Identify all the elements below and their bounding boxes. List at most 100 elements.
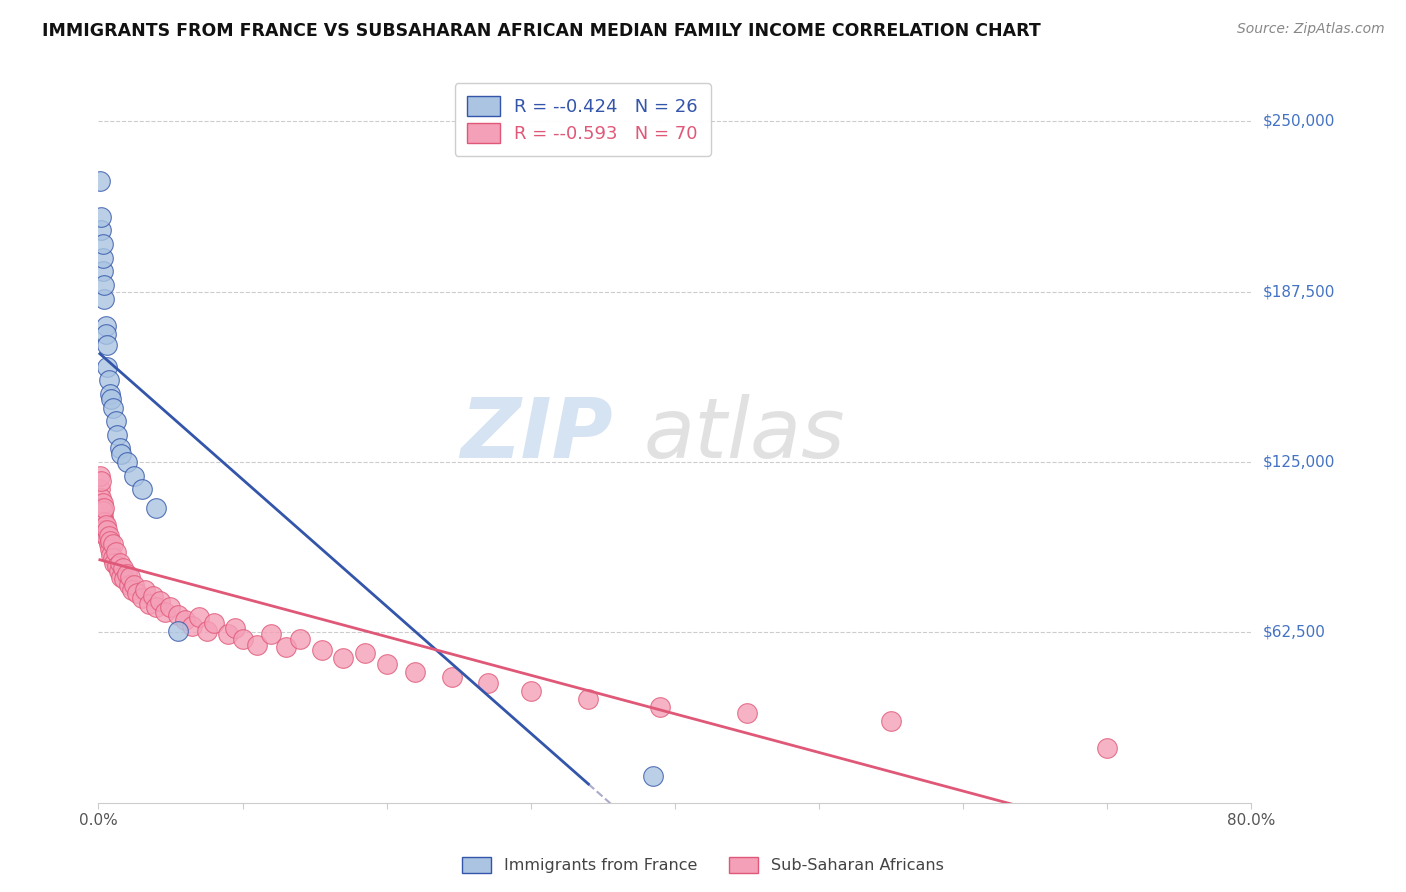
Point (188, 610, 211, 624)
Point (98, 387, 121, 401)
Point (166, 624, 188, 639)
Point (89, 174, 111, 188)
Point (91, 251, 114, 265)
Point (89, 468, 111, 483)
Point (117, 455, 139, 469)
Point (91, 504, 114, 518)
Point (202, 615, 225, 630)
Point (153, 605, 176, 619)
Point (375, 657, 398, 671)
Point (91, 264, 114, 278)
Point (96, 532, 118, 546)
Point (100, 548, 122, 562)
Point (1097, 741, 1119, 756)
Point (101, 401, 124, 415)
Point (159, 599, 181, 614)
Point (440, 670, 463, 684)
Point (138, 597, 160, 611)
Text: $62,500: $62,500 (1263, 625, 1326, 640)
Point (149, 594, 172, 608)
Point (121, 583, 143, 598)
Point (195, 624, 218, 639)
Point (520, 684, 543, 698)
Point (217, 627, 239, 641)
Point (98, 542, 121, 557)
Point (145, 501, 167, 516)
Point (880, 714, 903, 728)
Point (131, 483, 153, 497)
Text: $187,500: $187,500 (1263, 285, 1334, 299)
Point (332, 651, 354, 665)
Point (105, 427, 128, 442)
Point (290, 632, 312, 647)
Point (104, 414, 127, 428)
Point (246, 638, 269, 652)
Text: $125,000: $125,000 (1263, 455, 1334, 469)
Point (94, 318, 117, 333)
Point (97, 373, 120, 387)
Point (124, 468, 146, 483)
Point (108, 556, 131, 570)
Point (94, 326, 117, 341)
Point (101, 537, 124, 551)
Point (90, 210, 112, 224)
Point (112, 572, 135, 586)
Point (100, 392, 122, 407)
Point (103, 556, 125, 570)
Point (260, 627, 283, 641)
Point (120, 569, 142, 583)
Point (405, 665, 427, 679)
Point (93, 523, 115, 537)
Point (97, 537, 120, 551)
Point (105, 558, 128, 573)
Point (90, 501, 112, 516)
Point (224, 621, 246, 635)
Legend: R = --0.424   N = 26, R = --0.593   N = 70: R = --0.424 N = 26, R = --0.593 N = 70 (454, 83, 710, 155)
Text: ZIP: ZIP (460, 394, 613, 475)
Point (94, 529, 117, 543)
Point (735, 706, 758, 720)
Point (93, 501, 115, 516)
Point (643, 768, 665, 782)
Point (90, 223, 112, 237)
Point (311, 643, 333, 657)
Text: atlas: atlas (643, 394, 845, 475)
Point (127, 586, 149, 600)
Point (477, 676, 499, 690)
Point (96, 359, 118, 374)
Point (91, 237, 114, 252)
Point (91, 496, 114, 510)
Point (650, 700, 672, 714)
Point (93, 277, 115, 292)
Point (93, 292, 115, 306)
Point (90, 491, 112, 505)
Point (98, 534, 121, 549)
Point (91, 509, 114, 524)
Point (578, 692, 600, 706)
Point (96, 523, 118, 537)
Point (174, 613, 197, 627)
Point (142, 589, 165, 603)
Text: $250,000: $250,000 (1263, 114, 1334, 129)
Point (93, 515, 115, 529)
Point (131, 591, 153, 606)
Text: Source: ZipAtlas.com: Source: ZipAtlas.com (1237, 22, 1385, 37)
Point (231, 632, 254, 647)
Point (354, 646, 377, 660)
Point (110, 447, 132, 461)
Point (96, 338, 118, 352)
Point (101, 550, 124, 565)
Point (97, 529, 120, 543)
Point (89, 483, 111, 497)
Point (90, 474, 112, 488)
Point (124, 578, 146, 592)
Point (166, 607, 188, 622)
Point (108, 442, 131, 456)
Legend: Immigrants from France, Sub-Saharan Africans: Immigrants from France, Sub-Saharan Afri… (456, 850, 950, 880)
Point (107, 564, 129, 578)
Text: IMMIGRANTS FROM FRANCE VS SUBSAHARAN AFRICAN MEDIAN FAMILY INCOME CORRELATION CH: IMMIGRANTS FROM FRANCE VS SUBSAHARAN AFR… (42, 22, 1040, 40)
Point (134, 583, 156, 598)
Point (111, 561, 134, 575)
Point (274, 640, 297, 655)
Point (118, 578, 141, 592)
